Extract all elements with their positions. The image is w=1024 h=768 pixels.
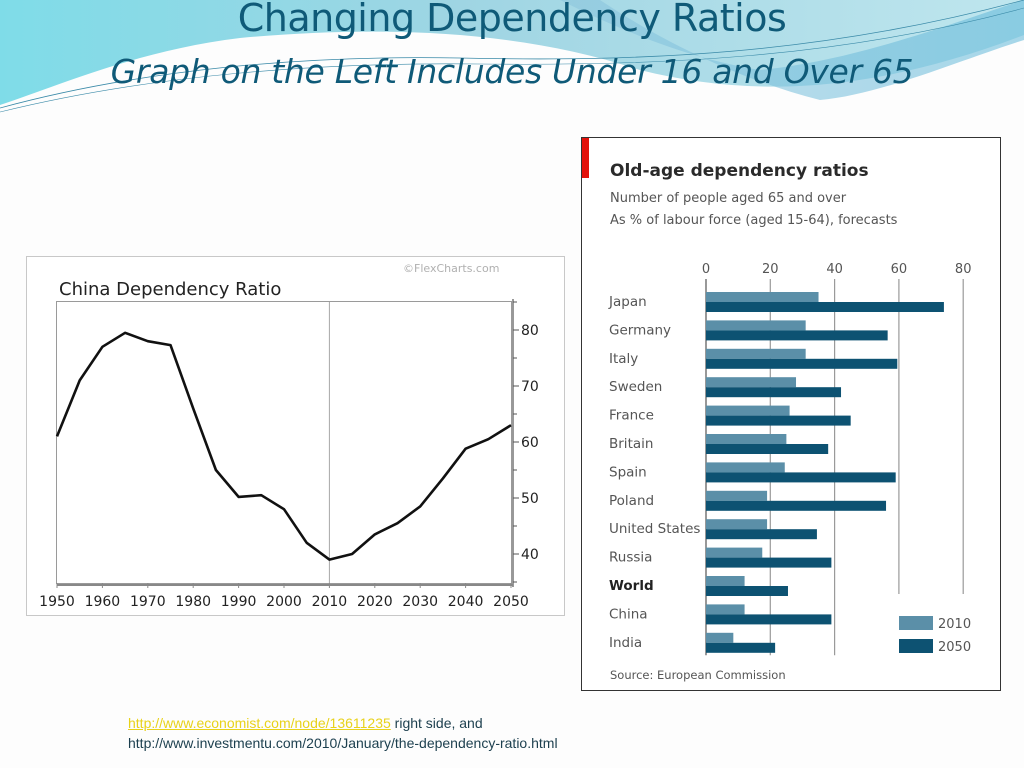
bar-2050 bbox=[706, 330, 888, 341]
bar-2010 bbox=[706, 632, 734, 643]
bar-2050 bbox=[706, 614, 832, 625]
bg-blue-swoosh bbox=[560, 0, 1024, 100]
chart-subtitle-line-1: Number of people aged 65 and over bbox=[610, 191, 847, 206]
category-label: Germany bbox=[609, 322, 671, 338]
x-tick-label: 1950 bbox=[39, 594, 75, 610]
chart-source: Source: European Commission bbox=[610, 668, 786, 682]
category-label: Japan bbox=[608, 294, 647, 310]
x-tick-label: 1960 bbox=[85, 594, 121, 610]
old-age-chart-svg: Old-age dependency ratios Number of peop… bbox=[582, 138, 972, 682]
category-label: Italy bbox=[609, 351, 638, 367]
chart-title: China Dependency Ratio bbox=[59, 279, 281, 300]
x-tick-label: 2050 bbox=[493, 594, 529, 610]
category-label: Spain bbox=[609, 464, 647, 480]
legend-label-2050: 2050 bbox=[938, 640, 971, 655]
bar-2010 bbox=[706, 547, 763, 558]
category-label: Britain bbox=[609, 436, 653, 452]
bar-2010 bbox=[706, 292, 819, 302]
category-label: United States bbox=[609, 521, 700, 537]
x-tick-label: 40 bbox=[826, 262, 843, 277]
bar-2050 bbox=[706, 358, 898, 369]
bar-2050 bbox=[706, 302, 944, 312]
y-tick-label: 60 bbox=[521, 435, 539, 451]
x-tick-label: 2000 bbox=[266, 594, 302, 610]
bar-2050 bbox=[706, 557, 832, 568]
bar-2010 bbox=[706, 348, 806, 359]
bar-2010 bbox=[706, 434, 787, 444]
category-label: China bbox=[609, 606, 648, 622]
footer-line-1: http://www.economist.com/node/13611235 r… bbox=[128, 713, 558, 733]
x-tick-label: 2010 bbox=[312, 594, 348, 610]
x-tick-label: 1970 bbox=[130, 594, 166, 610]
y-tick-label: 50 bbox=[521, 491, 539, 507]
category-label: Sweden bbox=[609, 379, 662, 395]
x-tick-label: 60 bbox=[891, 262, 908, 277]
bar-2010 bbox=[706, 320, 806, 331]
y-tick-label: 70 bbox=[521, 379, 539, 395]
bar-2010 bbox=[706, 462, 785, 473]
economist-link[interactable]: http://www.economist.com/node/13611235 bbox=[128, 715, 391, 731]
china-dependency-chart: ©FlexCharts.com China Dependency Ratio 1… bbox=[26, 256, 565, 616]
bar-2010 bbox=[706, 519, 768, 530]
bar-2050 bbox=[706, 500, 887, 511]
bar-2050 bbox=[706, 415, 851, 426]
category-label: France bbox=[609, 408, 654, 424]
bar-2050 bbox=[706, 642, 776, 653]
slide-title: Changing Dependency Ratios bbox=[237, 0, 787, 40]
plot-area bbox=[56, 301, 512, 584]
bar-2050 bbox=[706, 529, 817, 540]
footer-line-2: http://www.investmentu.com/2010/January/… bbox=[128, 735, 558, 751]
footer-link-suffix: right side, and bbox=[390, 715, 483, 731]
bar-2010 bbox=[706, 490, 768, 501]
y-tick-label: 40 bbox=[521, 547, 539, 563]
x-tick-label: 1990 bbox=[221, 594, 257, 610]
footer-sources: http://www.economist.com/node/13611235 r… bbox=[128, 713, 558, 753]
bar-2010 bbox=[706, 576, 745, 586]
x-tick-label: 1980 bbox=[175, 594, 211, 610]
legend-swatch-2010 bbox=[899, 616, 933, 630]
bg-swoosh-line-2 bbox=[0, 7, 1024, 113]
x-tick-label: 0 bbox=[702, 262, 710, 277]
x-tick-label: 2040 bbox=[448, 594, 484, 610]
bar-2050 bbox=[706, 444, 829, 454]
old-age-dependency-chart: Old-age dependency ratios Number of peop… bbox=[581, 137, 1001, 691]
legend-label-2010: 2010 bbox=[938, 617, 971, 632]
bar-2010 bbox=[706, 405, 790, 416]
x-tick-label: 2020 bbox=[357, 594, 393, 610]
bar-2050 bbox=[706, 472, 896, 483]
bar-2050 bbox=[706, 586, 788, 596]
x-tick-label: 2030 bbox=[402, 594, 438, 610]
china-chart-svg: ©FlexCharts.com China Dependency Ratio 1… bbox=[39, 262, 539, 610]
category-label: India bbox=[609, 635, 642, 651]
bar-2010 bbox=[706, 377, 797, 388]
x-tick-label: 20 bbox=[762, 262, 779, 277]
chart-title: Old-age dependency ratios bbox=[610, 161, 869, 181]
slide-subtitle: Graph on the Left Includes Under 16 and … bbox=[110, 52, 914, 91]
bar-2050 bbox=[706, 387, 842, 398]
chart-subtitle-line-2: As % of labour force (aged 15-64), forec… bbox=[610, 213, 898, 228]
bar-2010 bbox=[706, 604, 745, 615]
category-label: Russia bbox=[609, 550, 652, 566]
bg-swoosh-line-1 bbox=[0, 0, 1024, 109]
x-tick-label: 80 bbox=[955, 262, 972, 277]
legend-swatch-2050 bbox=[899, 639, 933, 653]
chart-credit: ©FlexCharts.com bbox=[403, 262, 499, 275]
category-label: World bbox=[609, 578, 654, 594]
y-tick-label: 80 bbox=[521, 323, 539, 339]
category-label: Poland bbox=[609, 493, 654, 509]
red-accent-bar bbox=[582, 138, 589, 178]
